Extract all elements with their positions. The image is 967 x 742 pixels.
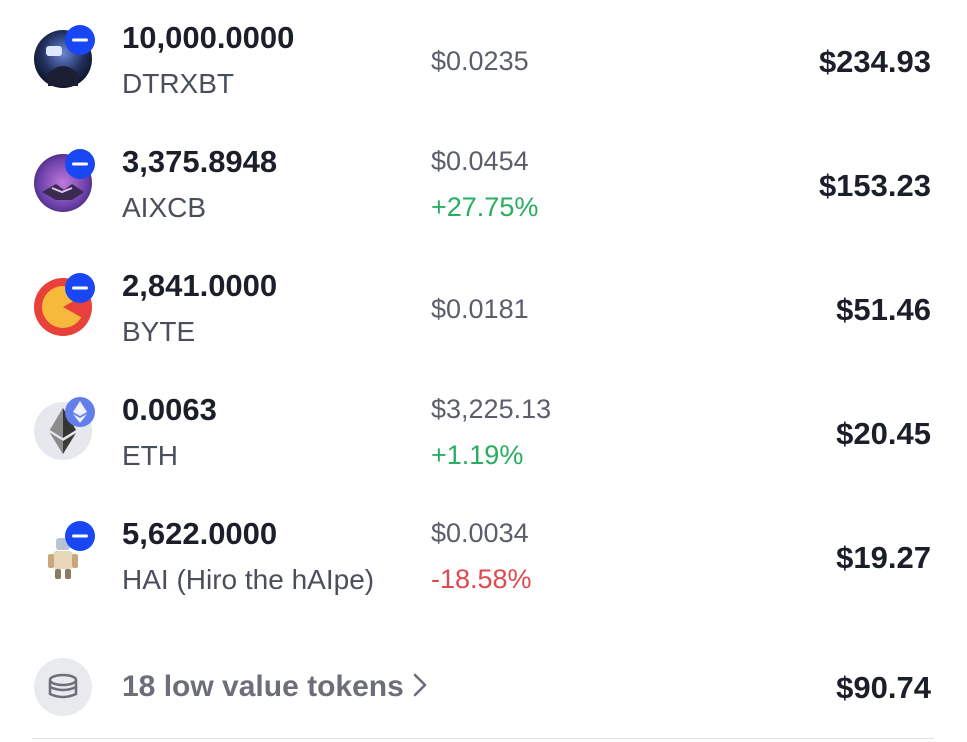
token-row-byte[interactable]: 2,841.0000 BYTE $0.0181 $51.46 — [0, 256, 967, 366]
token-price: $0.0181 — [431, 294, 529, 324]
coins-stack-icon — [32, 656, 94, 718]
token-change: -18.58% — [431, 564, 532, 594]
token-value: $153.23 — [818, 168, 931, 203]
chain-badge-icon — [64, 148, 96, 185]
token-change: +1.19% — [431, 440, 524, 470]
token-symbol: HAI (Hiro the hAIpe) — [122, 564, 375, 595]
token-row-eth[interactable]: 0.0063 ETH $3,225.13 +1.19% $20.45 — [0, 380, 967, 490]
token-symbol: ETH — [122, 440, 178, 471]
chain-badge-icon — [64, 272, 96, 309]
token-change: +27.75% — [431, 192, 539, 222]
token-row-dtrxbt[interactable]: 10,000.0000 DTRXBT $0.0235 $234.93 — [0, 8, 967, 118]
low-value-tokens-value: $90.74 — [836, 670, 931, 705]
token-symbol: AIXCB — [122, 192, 207, 223]
token-price: $3,225.13 — [431, 394, 552, 424]
token-symbol: BYTE — [122, 316, 196, 347]
chevron-right-icon — [412, 672, 428, 706]
token-value: $234.93 — [818, 44, 931, 79]
low-value-tokens-row[interactable]: 18 low value tokens $90.74 — [0, 650, 967, 730]
token-symbol: DTRXBT — [122, 68, 234, 99]
low-value-tokens-text: 18 low value tokens — [122, 670, 404, 703]
token-amount: 0.0063 — [122, 392, 217, 427]
token-row-aixcb[interactable]: 3,375.8948 AIXCB $0.0454 +27.75% $153.23 — [0, 132, 967, 242]
token-amount: 3,375.8948 — [122, 144, 278, 179]
chain-badge-icon — [64, 24, 96, 61]
token-value: $20.45 — [836, 416, 931, 451]
token-price: $0.0235 — [431, 46, 529, 76]
token-value: $19.27 — [836, 540, 931, 575]
token-value: $51.46 — [836, 292, 931, 327]
low-value-tokens-label: 18 low value tokens — [122, 670, 428, 706]
token-price: $0.0454 — [431, 146, 529, 176]
token-row-hai[interactable]: 5,622.0000 HAI (Hiro the hAIpe) $0.0034 … — [0, 504, 967, 614]
ethereum-badge-icon — [64, 396, 96, 433]
token-amount: 10,000.0000 — [122, 20, 295, 55]
divider — [32, 738, 934, 739]
chain-badge-icon — [64, 520, 96, 557]
token-price: $0.0034 — [431, 518, 529, 548]
token-amount: 2,841.0000 — [122, 268, 278, 303]
token-amount: 5,622.0000 — [122, 516, 278, 551]
